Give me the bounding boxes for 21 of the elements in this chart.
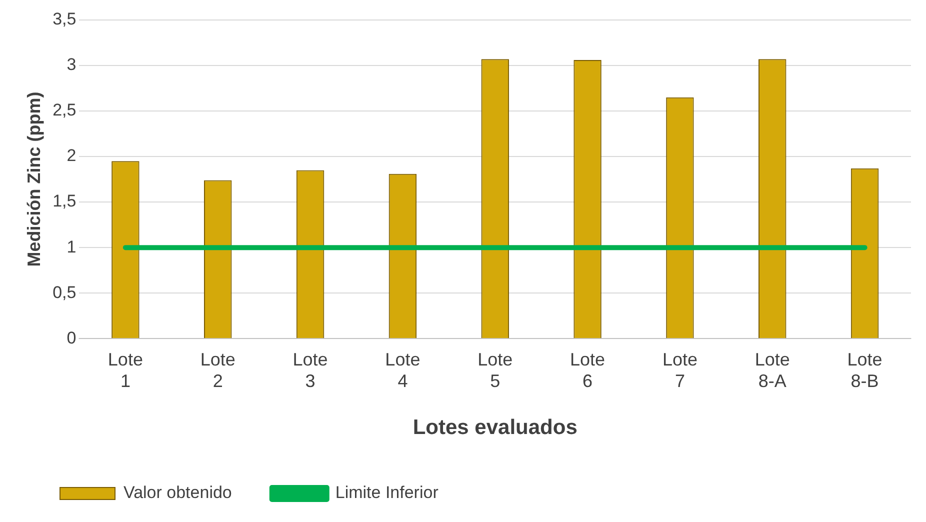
x-tick-label: Lote 8-B — [847, 349, 882, 391]
x-axis-title: Lotes evaluados — [412, 416, 578, 440]
y-axis-title: Medición Zinc (ppm) — [24, 92, 44, 267]
x-tick-label: Lote 3 — [292, 349, 328, 391]
x-tick-label: Lote 8-A — [754, 349, 790, 391]
x-tick-label: Lote 2 — [200, 349, 236, 391]
legend-label: Limite Inferior — [335, 483, 439, 502]
y-tick-label: 2 — [66, 146, 76, 166]
x-tick-label: Lote 5 — [478, 349, 513, 391]
x-tick-label: Lote 4 — [385, 349, 420, 391]
y-tick-label: 0,5 — [52, 282, 76, 302]
x-tick-label: Lote 7 — [662, 349, 698, 391]
y-tick-label: 1 — [66, 237, 76, 256]
x-tick-label: Lote 1 — [108, 349, 143, 391]
y-tick-label: 3,5 — [52, 10, 76, 29]
legend-label: Valor obtenido — [124, 483, 232, 502]
x-tick-label: Lote 6 — [570, 349, 606, 391]
y-tick-label: 0 — [66, 328, 76, 348]
y-tick-label: 1,5 — [52, 192, 76, 211]
y-tick-label: 2,5 — [52, 100, 76, 120]
y-tick-label: 3 — [66, 55, 76, 74]
